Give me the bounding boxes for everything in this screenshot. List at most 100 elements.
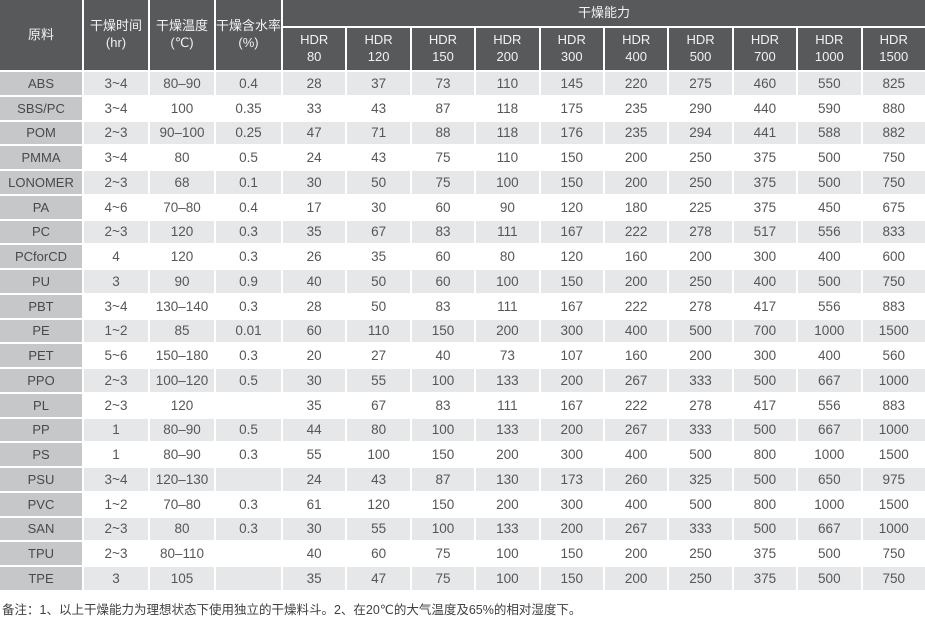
capacity-cell-hdr-1000: 1000 — [798, 443, 861, 466]
moisture-cell: 0.3 — [216, 245, 281, 268]
table-row-abs: ABS 3~4 80–90 0.4 28 37 73 110 145 220 275 460 550 82… — [0, 72, 925, 95]
capacity-cell-hdr-300: 145 — [540, 72, 603, 95]
table-row-pa: PA 4~6 70–80 0.4 17 30 60 90 120 180 225 375 450 675 — [0, 195, 925, 219]
capacity-cell-hdr-80: 28 — [283, 72, 346, 95]
moisture-cell — [216, 542, 281, 565]
capacity-cell-hdr-500: 278 — [669, 393, 732, 417]
capacity-cell-hdr-1500: 1000 — [862, 369, 925, 392]
capacity-cell-hdr-400: 160 — [604, 245, 668, 268]
capacity-cell-hdr-500: 250 — [669, 270, 732, 293]
column-header-moisture: 干燥含水率 (%) — [216, 0, 281, 70]
capacity-cell-hdr-80: 30 — [283, 171, 346, 194]
capacity-cell-hdr-150: 87 — [411, 468, 475, 491]
capacity-cell-hdr-300: 173 — [540, 468, 603, 491]
capacity-cell-hdr-1500: 1500 — [862, 492, 925, 516]
moisture-cell: 0.3 — [216, 443, 281, 466]
column-group-header-capacity: 干燥能力 — [283, 0, 925, 26]
moisture-cell — [216, 393, 281, 417]
capacity-cell-hdr-300: 175 — [540, 96, 603, 120]
capacity-cell-hdr-400: 222 — [604, 220, 668, 244]
moisture-cell — [216, 468, 281, 491]
capacity-cell-hdr-200: 118 — [476, 96, 539, 120]
capacity-cell-hdr-120: 60 — [347, 542, 410, 565]
moisture-cell — [216, 567, 281, 590]
capacity-cell-hdr-120: 67 — [347, 393, 410, 417]
table-row-sbs-pc: SBS/PC 3~4 100 0.35 33 43 87 118 175 235 290 440 590… — [0, 96, 925, 120]
material-cell: POM — [0, 121, 82, 145]
capacity-cell-hdr-1500: 1500 — [862, 443, 925, 466]
capacity-cell-hdr-1500: 750 — [862, 542, 925, 565]
time-cell: 2~3 — [84, 220, 148, 244]
capacity-cell-hdr-300: 150 — [540, 542, 603, 565]
header-hdr-row: HDR 80 HDR 120 HDR 150 HDR 200 HDR 300 HDR 400 HDR 50… — [0, 28, 925, 70]
capacity-cell-hdr-700: 375 — [733, 567, 797, 590]
temp-cell: 90 — [150, 270, 214, 293]
material-cell: PL — [0, 393, 82, 417]
time-cell: 1 — [84, 443, 148, 466]
capacity-cell-hdr-700: 375 — [733, 195, 797, 219]
column-header-hdr-80: HDR 80 — [283, 28, 346, 70]
capacity-cell-hdr-1000: 556 — [798, 393, 861, 417]
capacity-cell-hdr-400: 200 — [604, 542, 668, 565]
column-header-hdr-1000: HDR 1000 — [798, 28, 861, 70]
capacity-cell-hdr-400: 267 — [604, 369, 668, 392]
capacity-cell-hdr-500: 333 — [669, 369, 732, 392]
capacity-cell-hdr-700: 300 — [733, 344, 797, 367]
capacity-cell-hdr-200: 100 — [476, 270, 539, 293]
footer-note: 备注：1、以上干燥能力为理想状态下使用独立的干燥料斗。2、在20℃的大气温度及6… — [0, 592, 925, 628]
drying-capacity-table: 原料 干燥时间 (hr) 干燥温度 (℃) 干燥含水率 (%) 干燥能力 HDR… — [0, 0, 925, 592]
capacity-cell-hdr-1500: 1000 — [862, 517, 925, 541]
moisture-cell: 0.3 — [216, 344, 281, 367]
capacity-cell-hdr-1500: 750 — [862, 567, 925, 590]
capacity-cell-hdr-80: 28 — [283, 294, 346, 318]
table-row-pvc: PVC 1~2 70–80 0.3 61 120 150 200 300 400 500 800 100… — [0, 492, 925, 516]
time-cell: 3~4 — [84, 146, 148, 169]
capacity-cell-hdr-80: 26 — [283, 245, 346, 268]
capacity-cell-hdr-400: 200 — [604, 567, 668, 590]
capacity-cell-hdr-120: 71 — [347, 121, 410, 145]
table-row-pcforcd: PCforCD 4 120 0.3 26 35 60 80 120 160 200 300 400 600 — [0, 245, 925, 268]
capacity-cell-hdr-1500: 833 — [862, 220, 925, 244]
column-header-hdr-120: HDR 120 — [347, 28, 410, 70]
capacity-cell-hdr-700: 517 — [733, 220, 797, 244]
time-cell: 3~4 — [84, 294, 148, 318]
column-header-drying-temp: 干燥温度 (℃) — [150, 0, 214, 70]
capacity-cell-hdr-200: 130 — [476, 468, 539, 491]
table-row-ppo: PPO 2~3 100–120 0.5 30 55 100 133 200 267 333 500 66… — [0, 369, 925, 392]
material-cell: PET — [0, 344, 82, 367]
column-header-drying-time-unit: (hr) — [105, 35, 127, 50]
capacity-cell-hdr-1500: 750 — [862, 171, 925, 194]
capacity-cell-hdr-700: 800 — [733, 443, 797, 466]
capacity-cell-hdr-300: 200 — [540, 418, 603, 442]
capacity-cell-hdr-1500: 825 — [862, 72, 925, 95]
header-group-row: 原料 干燥时间 (hr) 干燥温度 (℃) 干燥含水率 (%) 干燥能力 — [0, 0, 925, 70]
capacity-cell-hdr-700: 417 — [733, 294, 797, 318]
table-row-pmma: PMMA 3~4 80 0.5 24 43 75 110 150 200 250 375 500 750 — [0, 146, 925, 169]
capacity-cell-hdr-400: 200 — [604, 270, 668, 293]
capacity-cell-hdr-120: 50 — [347, 171, 410, 194]
capacity-cell-hdr-300: 120 — [540, 195, 603, 219]
capacity-cell-hdr-1000: 667 — [798, 369, 861, 392]
column-header-drying-temp-unit: (℃) — [170, 35, 194, 50]
capacity-cell-hdr-400: 400 — [604, 319, 668, 343]
capacity-cell-hdr-700: 417 — [733, 393, 797, 417]
capacity-cell-hdr-150: 100 — [411, 418, 475, 442]
temp-cell: 120 — [150, 245, 214, 268]
time-cell: 2~3 — [84, 369, 148, 392]
table-row-pu: PU 3 90 0.9 40 50 60 100 150 200 250 400 500 750 — [0, 270, 925, 293]
capacity-cell-hdr-200: 111 — [476, 220, 539, 244]
capacity-cell-hdr-120: 35 — [347, 245, 410, 268]
capacity-cell-hdr-700: 460 — [733, 72, 797, 95]
capacity-cell-hdr-150: 150 — [411, 443, 475, 466]
capacity-cell-hdr-150: 40 — [411, 344, 475, 367]
capacity-cell-hdr-500: 333 — [669, 517, 732, 541]
time-cell: 2~3 — [84, 393, 148, 417]
capacity-cell-hdr-80: 44 — [283, 418, 346, 442]
time-cell: 3~4 — [84, 468, 148, 491]
capacity-cell-hdr-80: 17 — [283, 195, 346, 219]
capacity-cell-hdr-1000: 500 — [798, 567, 861, 590]
capacity-cell-hdr-500: 294 — [669, 121, 732, 145]
capacity-cell-hdr-80: 33 — [283, 96, 346, 120]
capacity-cell-hdr-120: 50 — [347, 270, 410, 293]
capacity-cell-hdr-150: 83 — [411, 294, 475, 318]
